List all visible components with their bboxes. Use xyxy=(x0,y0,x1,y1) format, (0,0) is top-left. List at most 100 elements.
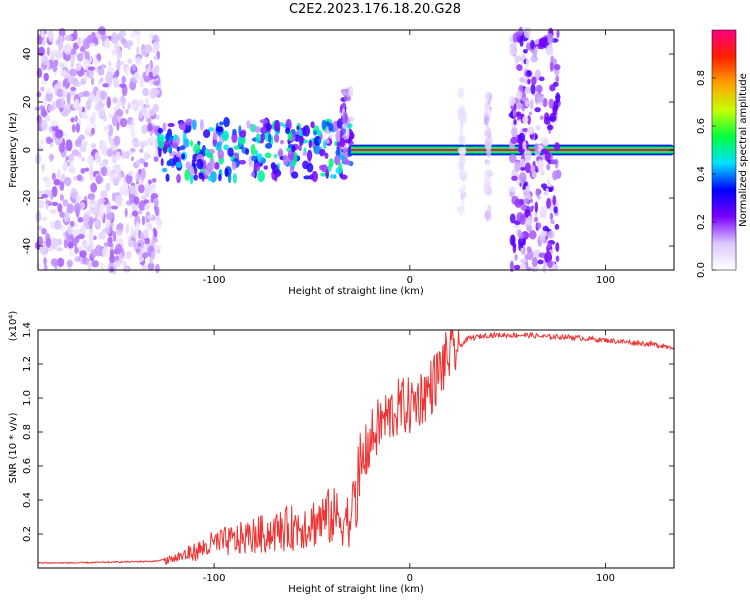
spectral-cell xyxy=(71,69,78,74)
spectral-cell xyxy=(277,148,284,158)
spectral-cell xyxy=(56,247,64,252)
spectral-cell xyxy=(66,203,74,214)
spectral-cell xyxy=(318,164,326,171)
spectral-cell xyxy=(510,136,518,145)
spectral-cell xyxy=(116,98,121,110)
spectral-cell xyxy=(89,165,94,177)
spectral-cell xyxy=(553,63,561,71)
x-tick-label: -100 xyxy=(203,573,226,584)
spectral-cell xyxy=(291,171,299,179)
spectral-cell xyxy=(102,115,108,122)
spectral-cell xyxy=(152,227,157,234)
spectral-cell xyxy=(99,77,104,83)
spectral-cell xyxy=(172,134,178,141)
spectral-cell xyxy=(176,173,181,184)
spectral-cell xyxy=(109,124,114,137)
spectral-cell xyxy=(100,165,108,177)
spectral-cell xyxy=(312,130,318,136)
spectral-cell xyxy=(56,88,64,98)
spectral-cell xyxy=(253,162,261,172)
spectral-cell xyxy=(192,153,198,163)
spectral-cell xyxy=(546,163,551,171)
spectral-cell xyxy=(112,177,120,187)
spectral-cell xyxy=(124,207,128,218)
spectral-cell xyxy=(68,153,75,162)
spectral-cell xyxy=(143,199,150,204)
spectral-cell xyxy=(148,107,156,117)
spectral-cell xyxy=(538,252,546,258)
spectral-cell xyxy=(41,194,48,199)
spectral-cell xyxy=(325,139,330,144)
spectral-cell xyxy=(519,36,524,47)
spectral-cell xyxy=(267,133,272,144)
spectral-cell xyxy=(535,124,541,131)
spectral-cell xyxy=(143,229,149,239)
spectral-cell xyxy=(306,149,313,162)
spectral-cell xyxy=(299,129,303,138)
spectral-cell xyxy=(239,138,246,145)
spectral-cell xyxy=(536,222,542,230)
spectral-cell xyxy=(108,60,112,67)
spectral-cell xyxy=(555,255,560,262)
spectral-cell xyxy=(131,99,139,105)
spectral-cell xyxy=(132,140,140,148)
spectral-cell xyxy=(141,252,149,259)
spectral-cell xyxy=(158,146,162,158)
spectral-cell xyxy=(533,249,542,260)
spectral-cell xyxy=(143,204,150,210)
spectral-cell xyxy=(530,205,535,210)
spectral-cell xyxy=(66,161,71,167)
spectral-cell xyxy=(146,222,153,231)
spectral-cell xyxy=(231,132,238,144)
spectral-cell xyxy=(329,174,335,179)
spectral-cell xyxy=(50,237,59,250)
spectral-cell xyxy=(545,187,549,194)
spectral-cell xyxy=(130,132,136,139)
spectral-cell xyxy=(265,142,273,149)
spectral-cell xyxy=(93,58,99,66)
x-tick-label: -100 xyxy=(203,275,226,286)
spectral-cell xyxy=(255,133,261,144)
spectral-cell xyxy=(185,118,193,126)
spectral-cell xyxy=(178,121,187,131)
spectral-cell xyxy=(47,104,55,112)
spectral-cell xyxy=(540,148,548,155)
spectral-cell xyxy=(53,84,58,94)
spectral-cell xyxy=(111,114,119,127)
x-tick-label: 100 xyxy=(596,275,615,286)
spectral-cell xyxy=(153,244,160,255)
spectral-cell xyxy=(141,124,148,135)
spectral-cell xyxy=(539,210,547,219)
spectral-cell xyxy=(302,160,309,170)
spectral-cell xyxy=(244,148,250,155)
spectral-cell xyxy=(555,75,560,83)
spectral-cell xyxy=(112,77,120,89)
spectral-cell xyxy=(59,62,65,68)
spectral-cell xyxy=(118,83,126,88)
spectral-cell xyxy=(293,151,298,163)
spectral-cell xyxy=(99,90,108,100)
spectral-cell xyxy=(82,90,90,97)
spectral-cell xyxy=(526,70,532,77)
spectral-cell xyxy=(98,162,107,168)
spectral-cell xyxy=(484,129,491,137)
spectral-cell xyxy=(138,158,146,165)
spectral-cell xyxy=(140,231,145,240)
spectral-cell xyxy=(113,41,120,52)
spectral-cell xyxy=(344,139,352,144)
spectral-cell xyxy=(204,165,211,177)
spectral-cell xyxy=(74,247,79,254)
spectral-cell xyxy=(192,119,197,131)
spectral-cell xyxy=(512,109,517,118)
spectral-cell xyxy=(540,205,548,213)
spectral-cell xyxy=(525,42,532,51)
spectral-cell xyxy=(140,105,146,116)
spectral-cell xyxy=(221,133,228,139)
spectral-cell xyxy=(529,98,534,110)
spectral-cell xyxy=(99,262,105,272)
spectral-cell xyxy=(520,262,527,271)
spectral-cell xyxy=(181,153,186,160)
spectral-cell xyxy=(260,126,268,134)
spectral-cell xyxy=(130,32,136,39)
spectral-cell xyxy=(49,153,54,163)
